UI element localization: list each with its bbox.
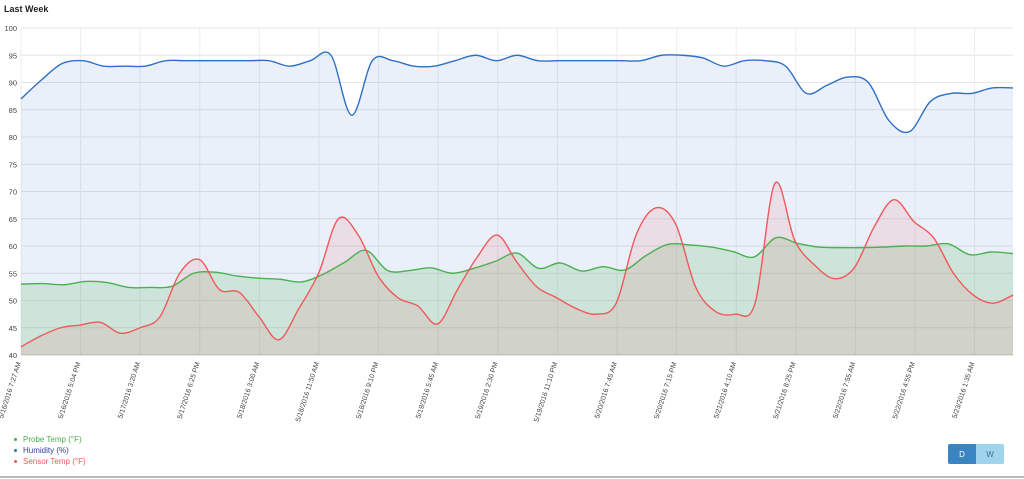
x-tick-label: 5/16/2016 7:27 AM [0,361,23,419]
series-areas [21,52,1013,355]
area-probe [21,237,1013,355]
y-tick-label: 55 [9,269,17,278]
y-tick-label: 45 [9,324,17,333]
x-tick-label: 5/20/2016 7:15 PM [654,361,679,420]
legend-item-sensor[interactable]: Sensor Temp (°F) [14,456,86,467]
legend-item-humidity[interactable]: Humidity (%) [14,445,86,456]
line-probe [20,236,1014,289]
y-tick-label: 60 [9,242,17,251]
legend-label-probe: Probe Temp (°F) [23,435,82,444]
x-tick-label: 5/18/2016 11:50 AM [295,361,321,422]
legend-label-sensor: Sensor Temp (°F) [23,457,86,466]
x-tick-label: 5/16/2016 5:04 PM [58,361,83,420]
y-tick-label: 70 [9,188,17,197]
y-tick-label: 50 [9,297,17,306]
y-axis: 40 45 50 55 60 65 70 75 80 85 90 95 100 [4,24,17,360]
x-tick-label: 5/17/2016 3:20 AM [117,361,142,419]
legend: Probe Temp (°F) Humidity (%) Sensor Temp… [14,434,86,467]
x-tick-label: 5/22/2016 4:55 PM [892,361,917,420]
x-tick-label: 5/18/2016 9:10 PM [356,361,381,420]
legend-item-probe[interactable]: Probe Temp (°F) [14,434,86,445]
x-tick-label: 5/23/2016 1:35 AM [952,361,977,419]
x-tick-label: 5/18/2016 3:00 AM [236,361,261,419]
chart-title: Last Week [4,4,49,14]
x-tick-label: 5/21/2016 8:25 PM [773,361,798,420]
x-tick-label: 5/17/2016 6:25 PM [177,361,202,420]
x-tick-label: 5/20/2016 7:45 AM [594,361,619,419]
y-tick-label: 90 [9,79,17,88]
y-tick-label: 40 [9,351,17,360]
x-tick-label: 5/19/2016 5:45 AM [415,361,440,419]
y-tick-label: 65 [9,215,17,224]
range-toggle: D W [948,444,1004,464]
area-sensor [21,181,1013,355]
legend-dot-humidity [14,449,17,452]
legend-dot-sensor [14,460,17,463]
x-axis: 5/16/2016 7:27 AM 5/16/2016 5:04 PM 5/17/2… [0,361,977,423]
series-lines [20,51,1014,348]
y-tick-label: 100 [4,24,17,33]
x-tick-label: 5/19/2016 11:10 PM [533,361,559,423]
bottom-divider [0,476,1024,478]
y-tick-label: 80 [9,133,17,142]
y-tick-label: 95 [9,51,17,60]
line-humidity [20,51,1014,134]
grid [20,27,1013,356]
legend-label-humidity: Humidity (%) [23,446,69,455]
x-tick-label: 5/22/2016 7:55 AM [832,361,857,419]
day-button[interactable]: D [948,444,976,464]
chart-area: 40 45 50 55 60 65 70 75 80 85 90 95 100 5/16/2016 7:… [0,24,1014,423]
week-button[interactable]: W [976,444,1004,464]
x-tick-label: 5/21/2016 4:10 AM [713,361,738,419]
y-tick-label: 85 [9,106,17,115]
x-tick-label: 5/19/2016 2:30 PM [475,361,500,420]
line-sensor [20,181,1014,348]
legend-dot-probe [14,438,17,441]
y-tick-label: 75 [9,160,17,169]
